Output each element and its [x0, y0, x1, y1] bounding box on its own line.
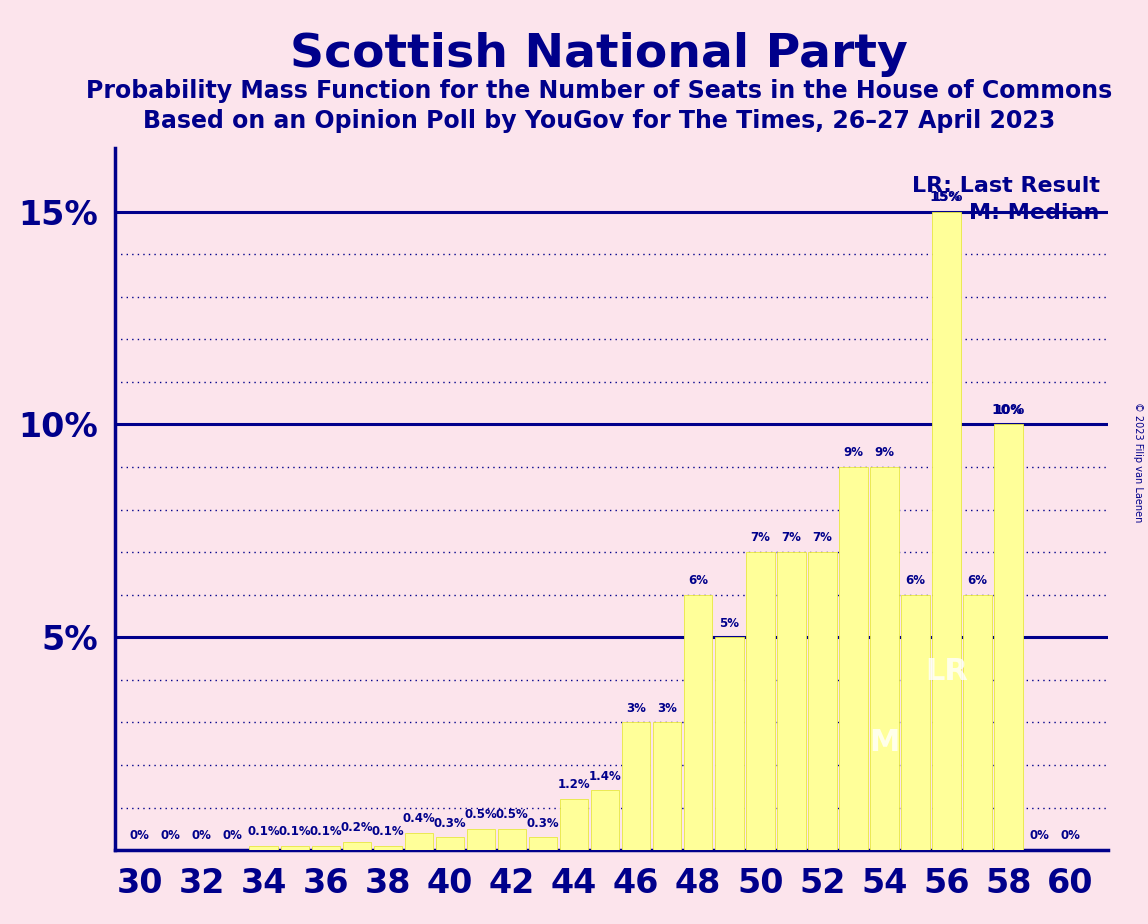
Text: Probability Mass Function for the Number of Seats in the House of Commons: Probability Mass Function for the Number…	[86, 79, 1112, 103]
Bar	[529, 837, 557, 850]
Text: 3%: 3%	[626, 701, 646, 715]
Text: 9%: 9%	[844, 446, 863, 459]
Bar	[591, 791, 620, 850]
Bar	[404, 833, 433, 850]
Text: Scottish National Party: Scottish National Party	[290, 32, 908, 78]
Text: 0.3%: 0.3%	[527, 817, 559, 830]
Text: 0%: 0%	[223, 830, 242, 843]
Bar	[280, 845, 309, 850]
Bar	[963, 595, 992, 850]
Text: 6%: 6%	[688, 574, 708, 587]
Text: Based on an Opinion Poll by YouGov for The Times, 26–27 April 2023: Based on an Opinion Poll by YouGov for T…	[144, 109, 1055, 133]
Bar	[373, 845, 402, 850]
Text: 0%: 0%	[192, 830, 211, 843]
Text: 3%: 3%	[657, 701, 677, 715]
Text: 15%: 15%	[930, 190, 963, 204]
Bar	[249, 845, 278, 850]
Bar	[653, 723, 682, 850]
Text: 0%: 0%	[1030, 830, 1049, 843]
Text: 7%: 7%	[813, 531, 832, 544]
Text: 7%: 7%	[751, 531, 770, 544]
Bar	[622, 723, 651, 850]
Bar	[560, 799, 588, 850]
Text: 15%: 15%	[932, 191, 961, 204]
Text: M: Median: M: Median	[969, 203, 1100, 224]
Text: 0.3%: 0.3%	[434, 817, 466, 830]
Text: 0.5%: 0.5%	[496, 808, 528, 821]
Bar	[839, 467, 868, 850]
Bar	[808, 553, 837, 850]
Text: M: M	[869, 728, 900, 758]
Bar	[777, 553, 806, 850]
Bar	[901, 595, 930, 850]
Bar	[994, 424, 1023, 850]
Text: 0.5%: 0.5%	[465, 808, 497, 821]
Text: 0%: 0%	[161, 830, 180, 843]
Bar	[311, 845, 340, 850]
Text: 1.4%: 1.4%	[589, 770, 621, 783]
Text: 0%: 0%	[130, 830, 149, 843]
Bar	[932, 212, 961, 850]
Text: 0.2%: 0.2%	[341, 821, 373, 833]
Text: 9%: 9%	[875, 446, 894, 459]
Bar	[715, 638, 744, 850]
Text: 1.2%: 1.2%	[558, 778, 590, 791]
Bar	[684, 595, 713, 850]
Text: LR: LR	[925, 657, 968, 686]
Text: © 2023 Filip van Laenen: © 2023 Filip van Laenen	[1133, 402, 1142, 522]
Text: 0%: 0%	[1061, 830, 1080, 843]
Text: 0.1%: 0.1%	[372, 825, 404, 838]
Bar	[467, 829, 495, 850]
Bar	[498, 829, 526, 850]
Text: 0.1%: 0.1%	[248, 825, 280, 838]
Bar	[870, 467, 899, 850]
Text: 6%: 6%	[906, 574, 925, 587]
Text: 10%: 10%	[994, 404, 1023, 417]
Bar	[746, 553, 775, 850]
Text: 7%: 7%	[782, 531, 801, 544]
Text: 6%: 6%	[968, 574, 987, 587]
Text: 10%: 10%	[992, 403, 1025, 417]
Text: 5%: 5%	[720, 616, 739, 629]
Text: 0.4%: 0.4%	[403, 812, 435, 825]
Bar	[436, 837, 464, 850]
Text: 0.1%: 0.1%	[310, 825, 342, 838]
Bar	[342, 842, 371, 850]
Text: 0.1%: 0.1%	[279, 825, 311, 838]
Text: LR: Last Result: LR: Last Result	[912, 176, 1100, 196]
